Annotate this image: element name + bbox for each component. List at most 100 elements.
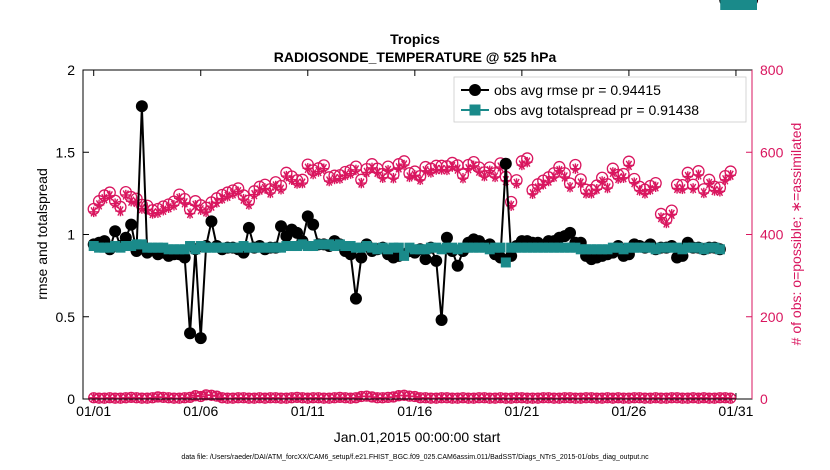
spread-point: [447, 242, 458, 253]
spread-point: [548, 242, 559, 253]
spread-point: [720, 0, 731, 10]
rmse-point: [184, 327, 197, 340]
spread-point: [201, 242, 212, 253]
legend-spread-marker: [469, 104, 481, 116]
spread-point: [147, 242, 158, 253]
spread-point: [591, 244, 602, 255]
spread-point: [634, 242, 645, 253]
assimilated-count-point: [388, 172, 399, 184]
spread-point: [613, 242, 624, 253]
rmse-point: [499, 157, 512, 170]
spread-point: [639, 242, 650, 253]
spread-point: [570, 242, 581, 253]
rmse-point: [451, 259, 464, 272]
assimilated-count-point: [591, 184, 602, 195]
spread-point: [666, 242, 677, 253]
assimilated-count-point: [200, 206, 212, 218]
spread-point: [479, 242, 490, 253]
spread-point: [650, 244, 661, 255]
assimilated-count-point: [275, 184, 287, 195]
y-tick-label-right: 200: [760, 309, 784, 325]
spread-point: [334, 239, 345, 250]
rmse-point: [119, 231, 132, 244]
spread-point: [211, 242, 222, 253]
bottom-count-star: [725, 392, 736, 404]
spread-point: [372, 244, 383, 255]
spread-point: [174, 244, 185, 255]
spread-point: [607, 242, 618, 253]
spread-point: [511, 242, 522, 253]
assimilated-count-point: [243, 199, 255, 210]
spread-point: [431, 242, 442, 253]
spread-point: [286, 241, 297, 252]
assimilated-count-point: [479, 170, 490, 182]
spread-point: [265, 242, 276, 253]
rmse-point: [349, 292, 362, 305]
assimilated-count-point: [457, 172, 469, 184]
assimilated-count-point: [677, 183, 688, 195]
spread-point: [388, 242, 399, 253]
spread-point: [516, 242, 527, 253]
spread-point: [243, 242, 254, 253]
assimilated-count-point: [602, 182, 613, 194]
y-tick-label-left: 2: [67, 62, 75, 78]
spread-point: [126, 241, 137, 252]
spread-point: [276, 242, 287, 253]
spread-point: [324, 239, 335, 250]
spread-point: [308, 241, 319, 252]
assimilated-count-point: [725, 170, 736, 181]
assimilated-count-point: [687, 183, 699, 194]
spread-point: [725, 0, 736, 10]
spread-point: [88, 241, 99, 252]
spread-point: [468, 242, 479, 253]
spread-point: [527, 242, 538, 253]
chart-title: Tropics: [390, 31, 440, 47]
assimilated-count-point: [109, 198, 121, 209]
legend: obs avg rmse pr = 0.94415 obs avg totals…: [453, 76, 747, 123]
spread-point: [709, 242, 720, 253]
y-tick-label-left: 1: [67, 227, 75, 243]
spread-point: [377, 242, 388, 253]
spread-point: [350, 242, 361, 253]
spread-point: [495, 242, 506, 253]
spread-point: [575, 244, 586, 255]
assimilated-count-point: [265, 187, 276, 199]
assimilated-count-point: [650, 181, 661, 192]
assimilated-count-point: [618, 172, 629, 183]
spread-point: [415, 244, 426, 255]
rmse-point: [242, 221, 255, 234]
y-tick-label-right: 600: [760, 144, 784, 160]
spread-point: [393, 242, 404, 253]
rmse-point: [355, 251, 368, 264]
spread-point: [367, 242, 378, 253]
rmse-point: [307, 218, 320, 231]
spread-point: [656, 242, 667, 253]
assimilated-count-point: [414, 174, 426, 186]
spread-point: [581, 244, 592, 255]
spread-point: [340, 241, 351, 252]
spread-point: [506, 242, 517, 253]
spread-point: [179, 244, 190, 255]
assimilated-count-point: [661, 217, 672, 229]
spread-point: [99, 242, 110, 253]
spread-point: [543, 242, 554, 253]
rmse-point: [135, 100, 148, 113]
assimilated-count-point: [698, 187, 710, 199]
rmse-point: [109, 225, 122, 238]
chart-subtitle: RADIOSONDE_TEMPERATURE @ 525 hPa: [274, 49, 557, 65]
spread-point: [425, 242, 436, 253]
spread-point: [682, 242, 693, 253]
spread-point: [741, 0, 752, 10]
spread-point: [313, 239, 324, 250]
spread-point: [623, 242, 634, 253]
x-tick-label: 01/26: [611, 403, 646, 419]
y-axis-label-right: # of obs: o=possible; ∗=assimilated: [788, 123, 804, 346]
spread-point: [270, 242, 281, 253]
assimilated-count-point: [629, 177, 640, 188]
spread-point: [714, 244, 725, 255]
spread-point: [217, 242, 228, 253]
rmse-point: [564, 226, 577, 239]
spread-point: [152, 242, 163, 253]
spread-point: [249, 242, 260, 253]
